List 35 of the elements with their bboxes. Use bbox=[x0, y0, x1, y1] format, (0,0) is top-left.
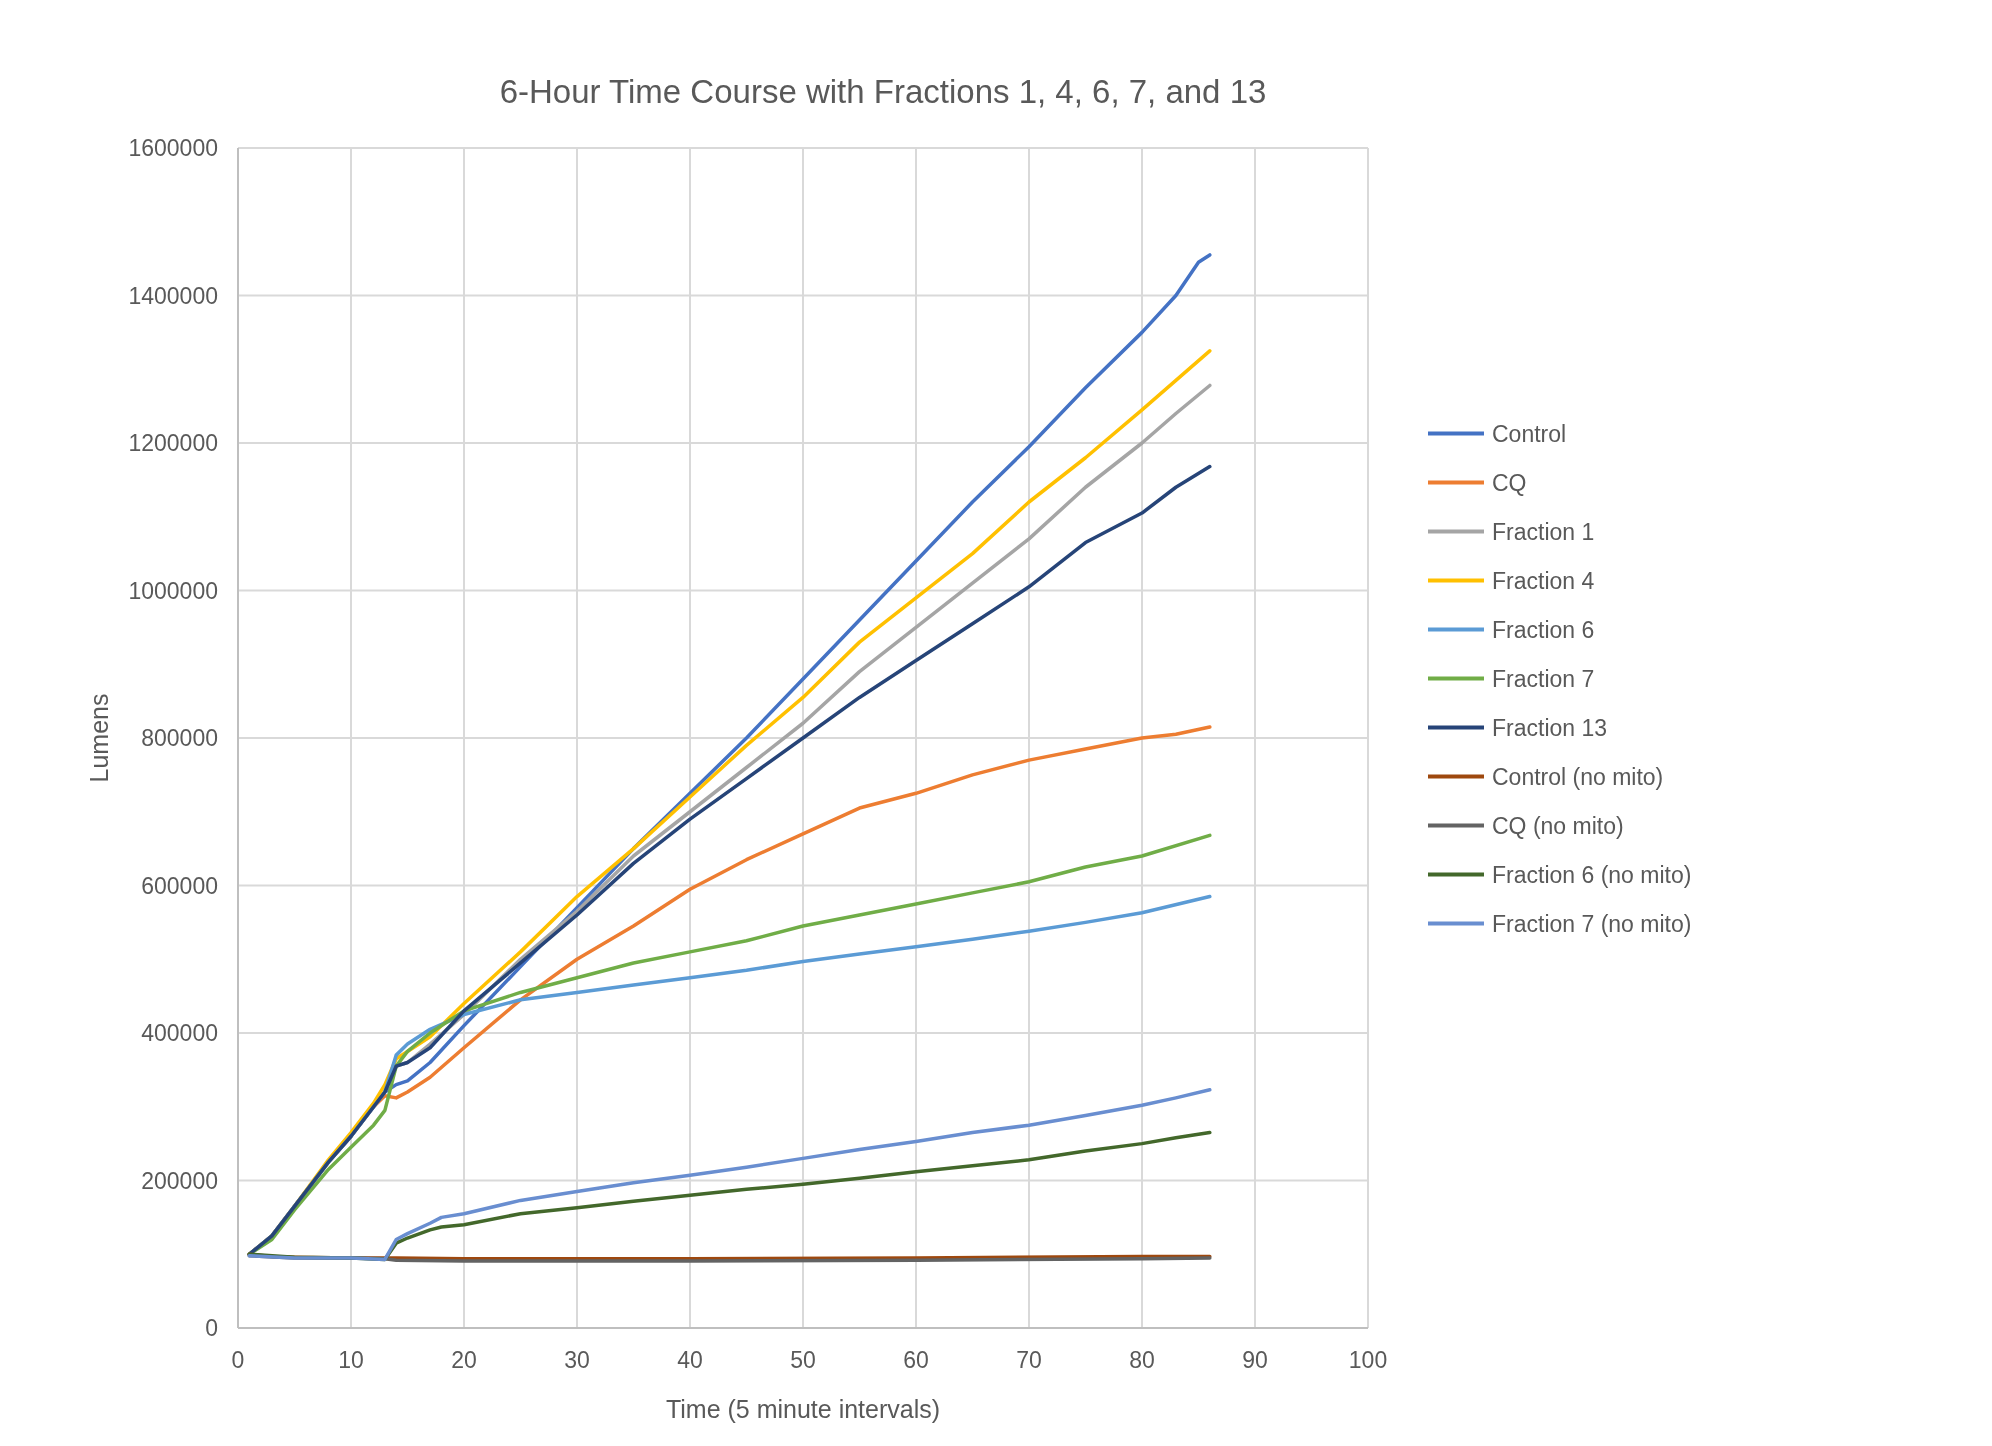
x-tick-label: 10 bbox=[338, 1347, 364, 1373]
chart-title: 6-Hour Time Course with Fractions 1, 4, 6, 7, and 13 bbox=[499, 73, 1267, 110]
x-tick-label: 60 bbox=[903, 1347, 929, 1373]
legend-label: Fraction 4 bbox=[1492, 567, 1595, 594]
legend-label: Control (no mito) bbox=[1492, 763, 1664, 790]
x-tick-label: 0 bbox=[231, 1347, 245, 1373]
legend-label: Control bbox=[1492, 420, 1567, 447]
legend-label: Fraction 6 (no mito) bbox=[1492, 861, 1692, 888]
y-tick-label: 1000000 bbox=[128, 577, 218, 604]
x-tick-label: 40 bbox=[677, 1347, 703, 1373]
legend-label: Fraction 7 bbox=[1492, 665, 1595, 692]
x-tick-label: 100 bbox=[1348, 1347, 1388, 1373]
y-tick-label: 600000 bbox=[141, 872, 218, 899]
y-tick-label: 1400000 bbox=[128, 282, 218, 309]
legend-label: CQ (no mito) bbox=[1492, 812, 1624, 839]
x-tick-label: 90 bbox=[1242, 1347, 1268, 1373]
legend-label: Fraction 13 bbox=[1492, 714, 1608, 741]
y-axis-title: Lumens bbox=[85, 693, 113, 783]
y-tick-label: 1600000 bbox=[128, 135, 218, 161]
y-tick-label: 1200000 bbox=[128, 430, 218, 456]
legend-label: Fraction 6 bbox=[1492, 616, 1595, 643]
legend-label: Fraction 7 (no mito) bbox=[1492, 910, 1692, 937]
x-tick-label: 20 bbox=[451, 1347, 477, 1373]
y-tick-label: 200000 bbox=[141, 1167, 218, 1194]
x-axis-title: Time (5 minute intervals) bbox=[665, 1395, 941, 1423]
x-tick-label: 80 bbox=[1129, 1347, 1155, 1373]
line-series bbox=[247, 1088, 1212, 1262]
legend-label: Fraction 1 bbox=[1492, 518, 1595, 545]
x-tick-label: 70 bbox=[1016, 1347, 1042, 1373]
legend-label: CQ bbox=[1492, 469, 1527, 496]
y-tick-label: 400000 bbox=[141, 1020, 218, 1046]
y-tick-label: 800000 bbox=[141, 725, 218, 751]
x-tick-label: 50 bbox=[790, 1347, 816, 1373]
x-tick-label: 30 bbox=[564, 1347, 590, 1373]
y-tick-label: 0 bbox=[205, 1315, 218, 1341]
